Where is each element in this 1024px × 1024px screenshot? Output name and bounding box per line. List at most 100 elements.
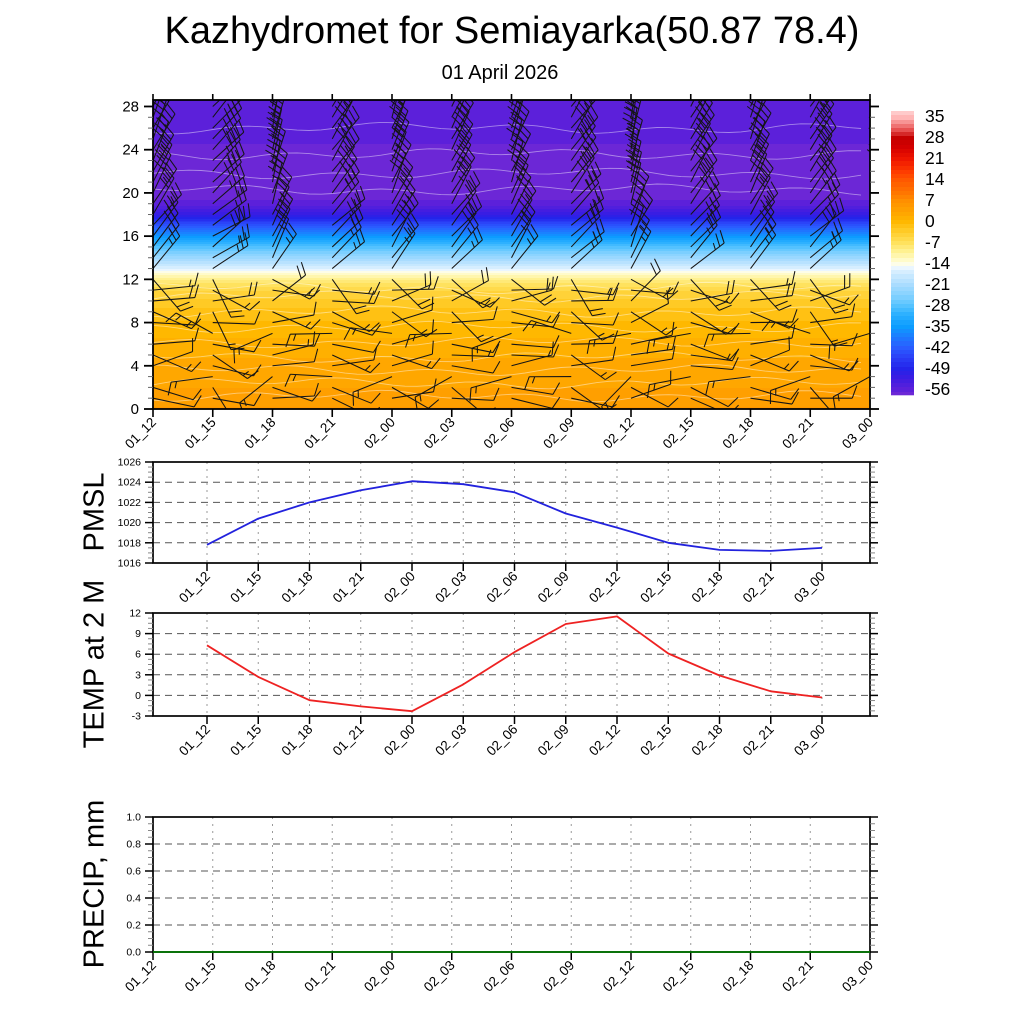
x-tick-label: 02_03 — [432, 569, 469, 606]
y-tick-label: 1024 — [118, 477, 142, 489]
x-tick-label: 03_00 — [791, 722, 828, 759]
x-tick-label: 03_00 — [839, 415, 876, 452]
x-tick-label: 01_21 — [330, 722, 367, 759]
colorbar-tick-label: -7 — [925, 232, 941, 252]
colorbar-tick-label: -35 — [925, 316, 950, 336]
contour-line — [153, 376, 862, 390]
x-tick-label: 02_18 — [688, 722, 725, 759]
page-title: Kazhydromet for Semiayarka(50.87 78.4) — [164, 10, 860, 52]
colorbar-tick-label: -14 — [925, 253, 951, 273]
x-tick-label: 02_15 — [660, 415, 697, 452]
x-tick-label: 01_15 — [182, 958, 219, 995]
y-tick-label: 1018 — [118, 537, 142, 549]
x-tick-label: 02_12 — [586, 569, 623, 606]
y-tick-label: 9 — [135, 628, 141, 640]
colorbar-tick-label: -21 — [925, 274, 950, 294]
temp-at-2-m-line — [206, 615, 823, 713]
x-tick-label: 01_12 — [122, 958, 159, 995]
x-tick-label: 02_06 — [483, 569, 520, 606]
colorbar-tick-label: 35 — [925, 106, 944, 126]
colorbar-tick-label: 14 — [925, 169, 945, 189]
x-tick-label: 02_15 — [660, 958, 697, 995]
x-tick-label: 03_00 — [791, 569, 828, 606]
colorbar-tick-label: 21 — [925, 148, 944, 168]
y-tick-label: 0.0 — [126, 947, 141, 959]
x-tick-label: 02_06 — [480, 958, 517, 995]
precip-mm-plot: 0.0 0.2 0.4 0.6 0.8 1.0 01_12 01_15 01_18 01_21 02… — [122, 812, 878, 995]
y-tick-label: 0.4 — [126, 893, 141, 905]
x-tick-label: 02_06 — [480, 415, 517, 452]
x-tick-label: 02_09 — [535, 569, 572, 606]
x-tick-label: 02_03 — [421, 958, 458, 995]
x-tick-label: 02_15 — [637, 569, 674, 606]
x-tick-label: 02_00 — [361, 958, 398, 995]
x-tick-label: 01_12 — [122, 415, 159, 452]
x-tick-label: 02_00 — [381, 569, 418, 606]
x-tick-label: 01_15 — [182, 415, 219, 452]
x-tick-label: 02_21 — [779, 958, 816, 995]
y-tick-label: 0.6 — [126, 866, 141, 878]
contour-line — [153, 281, 862, 295]
svg-text:20: 20 — [122, 185, 139, 202]
svg-text:12: 12 — [122, 271, 139, 288]
colorbar-tick-label: 7 — [925, 190, 935, 210]
x-tick-label: 02_21 — [740, 569, 777, 606]
colorbar-tick-label: 0 — [925, 211, 935, 231]
contour-line — [153, 351, 862, 363]
svg-text:0: 0 — [131, 401, 139, 418]
x-tick-label: 01_21 — [301, 415, 338, 452]
svg-text:8: 8 — [131, 315, 139, 332]
x-tick-label: 02_18 — [719, 958, 756, 995]
y-tick-label: 0 — [135, 690, 141, 702]
contour-line — [153, 389, 862, 403]
contour-line — [153, 121, 862, 135]
colorbar-tick-label: 28 — [925, 127, 944, 147]
contour-line — [153, 320, 862, 334]
colorbar-tick-label: -42 — [925, 337, 950, 357]
y-tick-label: 1.0 — [126, 812, 141, 824]
x-tick-label: 03_00 — [839, 958, 876, 995]
y-tick-label: 3 — [135, 669, 141, 681]
svg-text:16: 16 — [122, 228, 139, 245]
y-tick-label: 0.2 — [126, 920, 141, 932]
svg-text:28: 28 — [122, 98, 139, 115]
contour-line — [153, 290, 862, 303]
x-tick-label: 02_21 — [740, 722, 777, 759]
x-tick-label: 02_00 — [361, 415, 398, 452]
pmsl-line — [206, 480, 823, 552]
x-tick-label: 02_09 — [540, 958, 577, 995]
contour-line — [153, 167, 862, 180]
x-tick-label: 02_18 — [688, 569, 725, 606]
y-tick-label: 1026 — [118, 457, 142, 469]
x-tick-label: 01_18 — [241, 958, 278, 995]
x-tick-label: 01_21 — [330, 569, 367, 606]
x-tick-label: 02_15 — [637, 722, 674, 759]
svg-text:4: 4 — [131, 358, 139, 375]
x-tick-label: 01_12 — [176, 722, 213, 759]
y-tick-label: 6 — [135, 649, 141, 661]
y-tick-label: 12 — [129, 608, 141, 620]
x-tick-label: 02_18 — [719, 415, 756, 452]
colorbar-tick-label: -56 — [925, 379, 950, 399]
y-tick-label: 1016 — [118, 558, 142, 570]
y-tick-label: 0.8 — [126, 839, 141, 851]
x-tick-label: 01_18 — [278, 722, 315, 759]
x-tick-label: 01_18 — [241, 415, 278, 452]
wind-barbs — [153, 100, 870, 409]
x-tick-label: 01_15 — [227, 722, 264, 759]
x-tick-label: 02_06 — [483, 722, 520, 759]
x-tick-label: 02_12 — [586, 722, 623, 759]
pmsl-plot: 1016 1018 1020 1022 1024 1026 01_12 01_15 01_18 0… — [118, 457, 878, 606]
x-tick-label: 02_09 — [535, 722, 572, 759]
y-tick-label: 1020 — [118, 517, 142, 529]
x-tick-label: 01_15 — [227, 569, 264, 606]
colorbar-tick-label: -49 — [925, 358, 950, 378]
x-tick-label: 02_12 — [600, 415, 637, 452]
colorbar-tick-label: -28 — [925, 295, 950, 315]
temp-at-2-m-plot: -3 0 3 6 9 12 01_12 01_15 01_18 01_21 02_00 02_03 02… — [129, 608, 878, 759]
x-tick-label: 02_12 — [600, 958, 637, 995]
x-tick-label: 02_09 — [540, 415, 577, 452]
